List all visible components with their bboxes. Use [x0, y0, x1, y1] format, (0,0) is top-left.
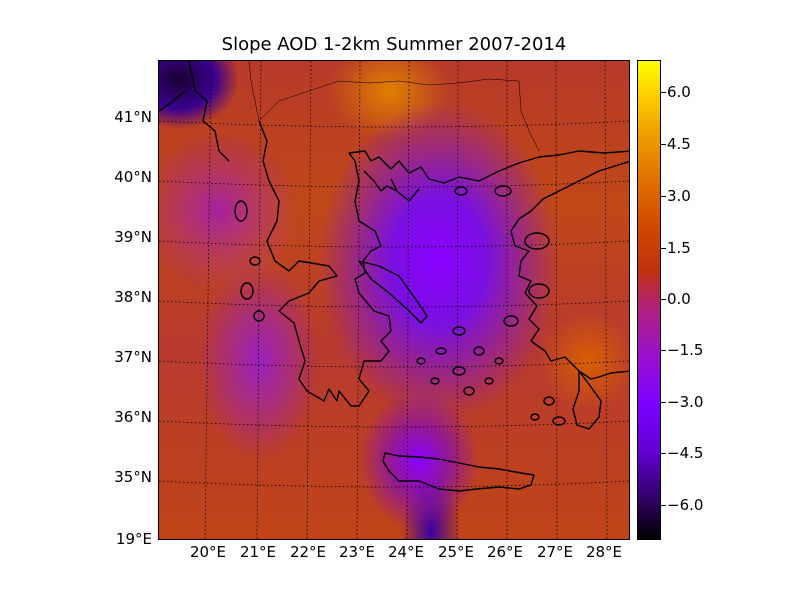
lon-label-26: 26°E — [486, 543, 524, 561]
lat-label-36: 36°N — [114, 408, 152, 426]
lat-label-41: 41°N — [114, 108, 152, 126]
lon-label-20: 20°E — [189, 543, 227, 561]
colorbar-label-3.0: 3.0 — [667, 187, 691, 205]
map-overlay — [159, 61, 629, 539]
lon-label-24: 24°E — [387, 543, 425, 561]
coastlines — [159, 61, 629, 492]
lon-label-28: 28°E — [585, 543, 623, 561]
colorbar-label-neg1.5: −1.5 — [667, 341, 704, 359]
colorbar-tick — [661, 402, 666, 403]
lat-label-39: 39°N — [114, 228, 152, 246]
colorbar-tick — [661, 453, 666, 454]
borders — [248, 61, 540, 152]
map-plot-area — [158, 60, 630, 540]
lat-label-37: 37°N — [114, 348, 152, 366]
colorbar-label-0.0: 0.0 — [667, 290, 691, 308]
lat-label-38: 38°N — [114, 288, 152, 306]
colorbar-label-6.0: 6.0 — [667, 83, 691, 101]
colorbar-tick — [661, 196, 666, 197]
colorbar-tick — [661, 92, 666, 93]
lon-label-23: 23°E — [338, 543, 376, 561]
lon-label-25: 25°E — [437, 543, 475, 561]
colorbar-label-4.5: 4.5 — [667, 135, 691, 153]
colorbar-label-neg6.0: −6.0 — [667, 496, 704, 514]
lat-label-40: 40°N — [114, 168, 152, 186]
lon-label-21: 21°E — [239, 543, 277, 561]
map-title: Slope AOD 1-2km Summer 2007-2014 — [221, 34, 567, 55]
colorbar-tick — [661, 144, 666, 145]
colorbar-tick — [661, 505, 666, 506]
graticule — [159, 61, 629, 539]
colorbar-tick — [661, 299, 666, 300]
lon-label-22: 22°E — [289, 543, 327, 561]
colorbar — [637, 60, 661, 540]
lon-label-27: 27°E — [536, 543, 574, 561]
lat-label-35: 35°N — [114, 468, 152, 486]
colorbar-label-neg3.0: −3.0 — [667, 393, 704, 411]
colorbar-tick — [661, 350, 666, 351]
colorbar-label-neg4.5: −4.5 — [667, 444, 704, 462]
colorbar-tick — [661, 248, 666, 249]
corner-label-19e: 19°E — [115, 530, 152, 548]
colorbar-label-1.5: 1.5 — [667, 239, 691, 257]
